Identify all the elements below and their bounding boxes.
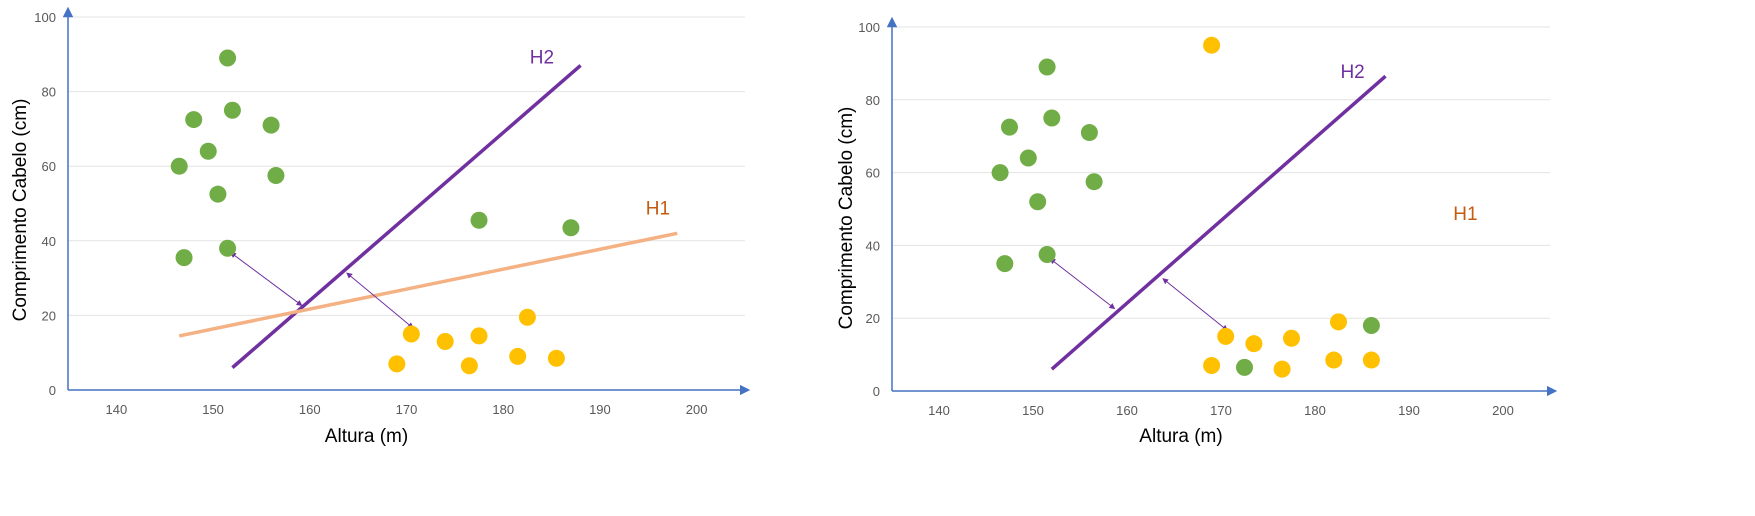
scatter-point — [436, 333, 454, 351]
margin-arrow — [230, 252, 303, 307]
y-tick-label: 20 — [866, 311, 880, 326]
x-tick-label: 180 — [492, 402, 514, 417]
x-tick-label: 190 — [589, 402, 611, 417]
y-tick-label: 0 — [49, 383, 56, 398]
line-label-h2: H2 — [530, 48, 554, 69]
scatter-point — [1330, 313, 1347, 331]
y-axis-title: Comprimento Cabelo (cm) — [836, 107, 857, 330]
line-h1 — [178, 231, 678, 338]
scatter-point — [1203, 36, 1221, 54]
scatter-point — [262, 116, 280, 134]
scatter-point — [562, 219, 580, 237]
scatter-point — [1217, 327, 1235, 345]
x-tick-label: 170 — [1210, 403, 1232, 418]
scatter-point — [185, 111, 203, 129]
scatter-point — [1080, 124, 1098, 142]
line-h2 — [1050, 74, 1387, 371]
y-tick-label: 100 — [34, 10, 56, 25]
x-tick-label: 150 — [202, 402, 224, 417]
margin-arrow — [1049, 258, 1116, 310]
x-tick-label: 180 — [1304, 403, 1326, 418]
scatter-point — [1283, 329, 1300, 347]
scatter-point — [199, 142, 217, 160]
scatter-point — [547, 349, 565, 367]
x-tick-label: 170 — [396, 402, 418, 417]
scatter-point — [170, 157, 188, 175]
scatter-point — [460, 357, 478, 375]
scatter-point — [1236, 358, 1253, 376]
scatter-point — [175, 249, 193, 267]
chart-left: 0 20 40 60 80 100 140 150 160 170 180 190 200 Altura … — [10, 6, 751, 447]
scatter-point — [1362, 351, 1380, 369]
x-tick-label: 190 — [1398, 403, 1420, 418]
y-tick-label: 80 — [42, 85, 56, 100]
scatter-point — [1245, 335, 1263, 353]
scatter-point — [509, 347, 527, 365]
scatter-point — [1085, 173, 1103, 191]
margin-arrow — [1162, 278, 1229, 332]
scatter-point — [267, 167, 285, 185]
scatter-point — [996, 255, 1014, 273]
y-tick-label: 20 — [42, 308, 56, 323]
scatter-point — [1273, 360, 1291, 378]
scatter-point — [1203, 357, 1221, 375]
x-tick-label: 150 — [1022, 403, 1044, 418]
x-tick-label: 200 — [1492, 403, 1514, 418]
y-axis-title: Comprimento Cabelo (cm) — [10, 99, 31, 322]
scatter-point — [223, 101, 241, 119]
y-tick-label: 100 — [858, 20, 880, 35]
line-label-h1: H1 — [646, 199, 670, 220]
y-tick-label: 0 — [873, 384, 880, 399]
y-tick-label: 60 — [866, 166, 880, 181]
x-tick-label: 140 — [928, 403, 950, 418]
scatter-point — [388, 355, 406, 373]
x-tick-label: 160 — [299, 402, 321, 417]
y-tick-label: 60 — [42, 159, 56, 174]
x-tick-label: 200 — [686, 402, 708, 417]
x-axis-title: Altura (m) — [1139, 426, 1222, 447]
x-tick-label: 160 — [1116, 403, 1138, 418]
scatter-point — [1029, 193, 1047, 211]
scatter-point — [209, 185, 227, 203]
chart-right: 0 20 40 60 80 100 140 150 160 170 180 190 200 Altura … — [836, 16, 1558, 447]
scatter-point — [1043, 109, 1061, 127]
scatter-point — [470, 211, 488, 229]
y-tick-label: 40 — [42, 234, 56, 249]
margin-arrow — [346, 272, 414, 329]
scatter-point — [1038, 246, 1056, 263]
scatter-point — [219, 49, 237, 67]
scatter-point — [1038, 58, 1056, 76]
scatter-point — [1362, 316, 1380, 334]
scatter-point — [219, 239, 237, 257]
scatter-point — [470, 327, 488, 345]
scatter-point — [991, 164, 1009, 182]
line-label-h2: H2 — [1340, 62, 1364, 83]
y-tick-label: 80 — [866, 93, 880, 108]
line-label-h1: H1 — [1453, 204, 1477, 225]
scatter-point — [1001, 118, 1018, 136]
y-tick-label: 40 — [866, 238, 880, 253]
scatter-point — [402, 325, 420, 343]
scatter-point — [1019, 149, 1037, 167]
x-tick-label: 140 — [106, 402, 128, 417]
line-h2 — [231, 64, 582, 369]
scatter-point — [518, 308, 536, 326]
x-axis-title: Altura (m) — [325, 426, 408, 447]
scatter-point — [1325, 351, 1343, 369]
